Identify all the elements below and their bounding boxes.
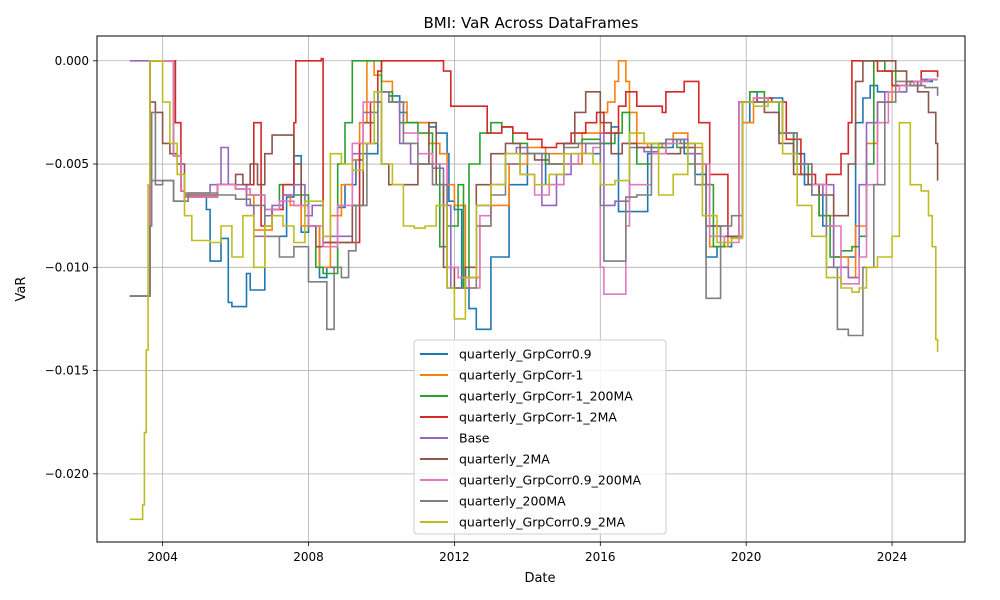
legend-label: quarterly_2MA [459, 452, 550, 467]
y-axis-ticks: 0.000 −0.005 −0.010 −0.015 −0.020 [45, 54, 97, 481]
legend-label: quarterly_200MA [459, 494, 566, 509]
y-tick-label: −0.020 [45, 467, 89, 481]
legend-box [413, 339, 667, 535]
x-tick-label: 2008 [293, 550, 324, 564]
legend-label: quarterly_GrpCorr0.9_200MA [459, 473, 641, 488]
series-line-9 [129, 60, 939, 521]
x-tick-label: 2004 [147, 550, 178, 564]
legend-label: quarterly_GrpCorr-1_2MA [459, 410, 617, 425]
legend-label: quarterly_GrpCorr0.9_2MA [459, 515, 626, 530]
legend-label: Base [459, 431, 490, 446]
chart-title: BMI: VaR Across DataFrames [424, 14, 639, 32]
series-line-6 [129, 60, 939, 297]
y-tick-label: −0.005 [45, 157, 89, 171]
y-tick-label: −0.010 [45, 260, 89, 274]
y-tick-label: −0.015 [45, 364, 89, 378]
x-tick-label: 2016 [585, 550, 616, 564]
legend: quarterly_GrpCorr0.9 quarterly_GrpCorr-1q… [413, 339, 667, 535]
x-axis-label: Date [524, 571, 555, 586]
series-lines [129, 57, 939, 521]
x-tick-label: 2020 [731, 550, 762, 564]
x-axis-ticks: 2004 2008 2012 2016 2020 2024 [147, 542, 907, 564]
x-tick-label: 2024 [877, 550, 908, 564]
y-axis-label: VaR [14, 277, 29, 302]
plot-frame [96, 35, 966, 543]
legend-label: quarterly_GrpCorr-1_200MA [459, 389, 633, 404]
x-tick-label: 2012 [439, 550, 470, 564]
legend-label: quarterly_GrpCorr-1 [459, 368, 583, 383]
y-tick-label: 0.000 [55, 54, 89, 68]
legend-label: quarterly_GrpCorr0.9 [459, 347, 592, 362]
